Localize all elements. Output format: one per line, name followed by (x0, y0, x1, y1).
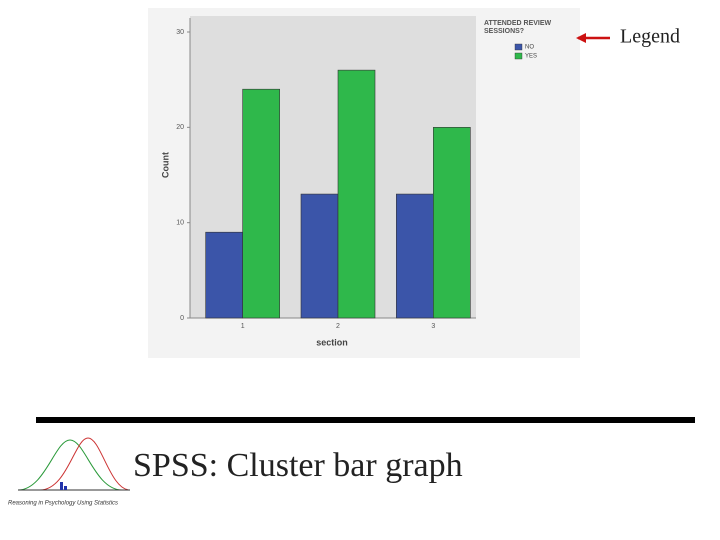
bar (205, 231, 243, 319)
bar (337, 69, 376, 319)
legend-swatch (514, 52, 523, 60)
divider (36, 417, 695, 423)
bar (242, 88, 280, 319)
bar (300, 193, 339, 319)
logo (17, 437, 131, 491)
bar (433, 127, 471, 319)
y-axis-label: Count (160, 152, 170, 178)
annotation-arrowhead (576, 33, 586, 43)
legend-swatch (514, 43, 523, 51)
x-tick-label: 1 (241, 323, 245, 330)
x-tick-label: 2 (336, 323, 340, 330)
y-tick-label: 20 (176, 124, 184, 131)
logo-text: Reasoning in Psychology Using Statistics (8, 501, 118, 507)
y-tick-label: 30 (176, 29, 184, 36)
legend-label: NO (525, 45, 534, 51)
x-axis-label: section (316, 337, 348, 347)
y-tick-label: 10 (176, 220, 184, 227)
legend-label: YES (525, 54, 537, 60)
bar (396, 193, 434, 319)
slide-title: SPSS: Cluster bar graph (133, 447, 463, 484)
legend-title: ATTENDED REVIEW SESSIONS? (484, 20, 552, 35)
annotation: Legend (620, 26, 680, 48)
x-tick-label: 3 (431, 323, 435, 330)
y-tick-label: 0 (180, 315, 184, 322)
